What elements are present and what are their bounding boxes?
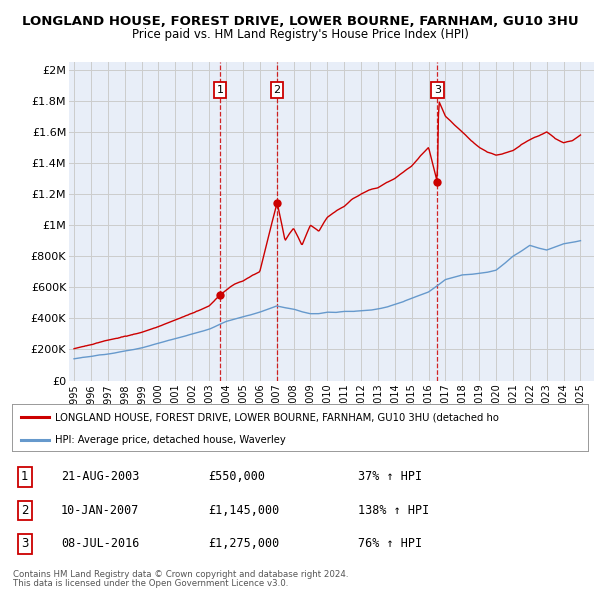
Text: £550,000: £550,000 — [208, 470, 265, 483]
Text: LONGLAND HOUSE, FOREST DRIVE, LOWER BOURNE, FARNHAM, GU10 3HU (detached ho: LONGLAND HOUSE, FOREST DRIVE, LOWER BOUR… — [55, 412, 499, 422]
Text: 08-JUL-2016: 08-JUL-2016 — [61, 537, 139, 550]
Text: Contains HM Land Registry data © Crown copyright and database right 2024.: Contains HM Land Registry data © Crown c… — [13, 570, 349, 579]
Text: £1,275,000: £1,275,000 — [208, 537, 279, 550]
Text: 37% ↑ HPI: 37% ↑ HPI — [358, 470, 422, 483]
Text: 3: 3 — [434, 85, 441, 95]
Text: LONGLAND HOUSE, FOREST DRIVE, LOWER BOURNE, FARNHAM, GU10 3HU: LONGLAND HOUSE, FOREST DRIVE, LOWER BOUR… — [22, 15, 578, 28]
Text: HPI: Average price, detached house, Waverley: HPI: Average price, detached house, Wave… — [55, 435, 286, 444]
Text: £1,145,000: £1,145,000 — [208, 504, 279, 517]
Text: 2: 2 — [21, 504, 28, 517]
Text: 10-JAN-2007: 10-JAN-2007 — [61, 504, 139, 517]
Text: 1: 1 — [217, 85, 223, 95]
Text: 2: 2 — [274, 85, 281, 95]
Text: This data is licensed under the Open Government Licence v3.0.: This data is licensed under the Open Gov… — [13, 579, 289, 588]
Text: 1: 1 — [21, 470, 28, 483]
Text: Price paid vs. HM Land Registry's House Price Index (HPI): Price paid vs. HM Land Registry's House … — [131, 28, 469, 41]
Text: 138% ↑ HPI: 138% ↑ HPI — [358, 504, 429, 517]
Text: 3: 3 — [21, 537, 28, 550]
Text: 21-AUG-2003: 21-AUG-2003 — [61, 470, 139, 483]
Text: 76% ↑ HPI: 76% ↑ HPI — [358, 537, 422, 550]
